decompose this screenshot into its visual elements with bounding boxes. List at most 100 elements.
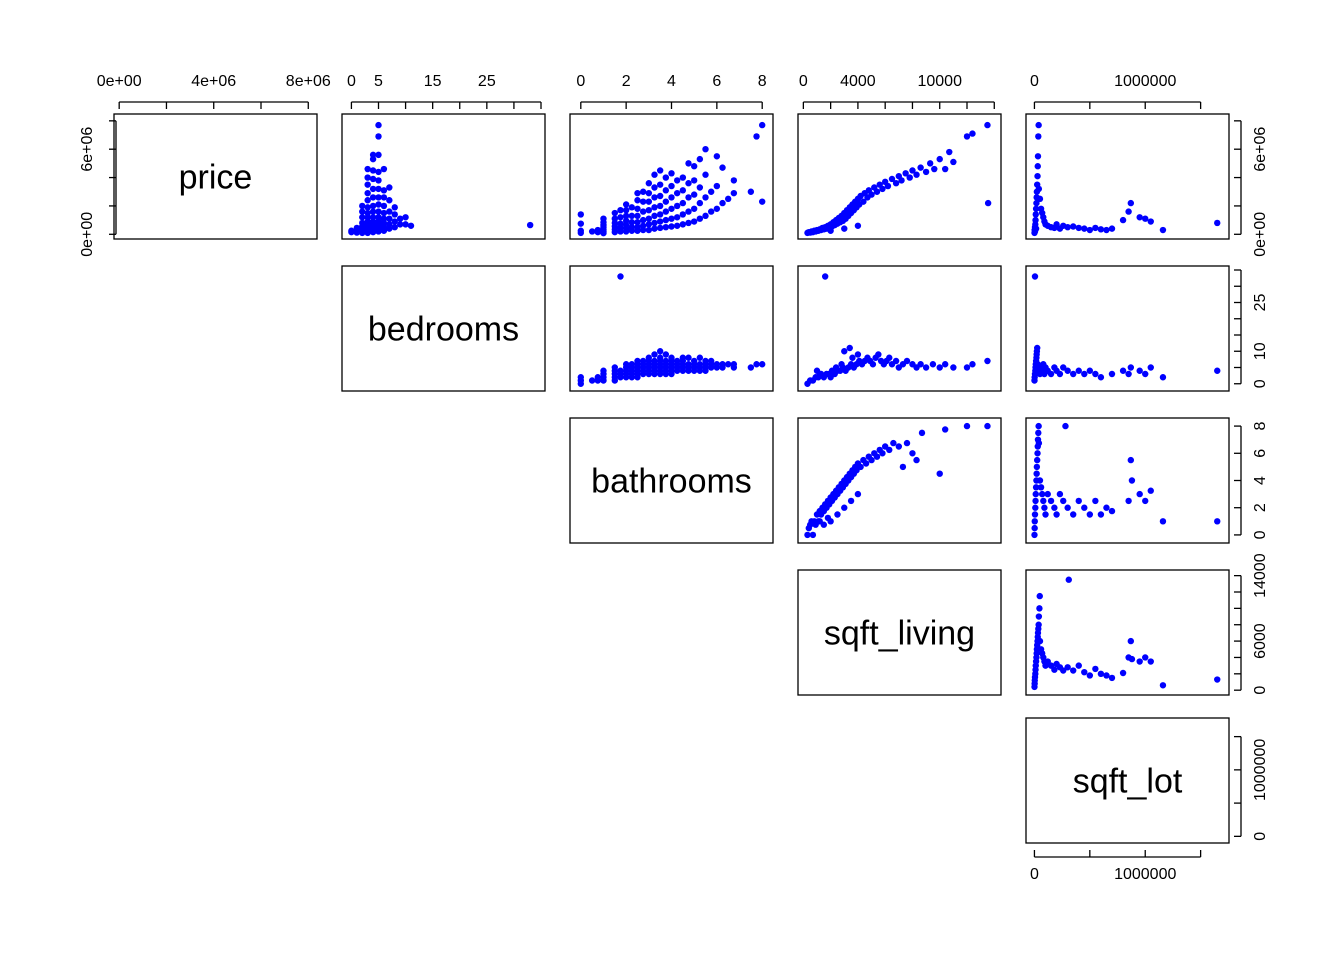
scatter-point	[1097, 511, 1105, 518]
scatter-point	[375, 208, 382, 215]
scatter-point	[1060, 364, 1067, 371]
scatter-point	[577, 227, 585, 234]
scatter-point	[1031, 524, 1038, 532]
panel-frame-price-price	[113, 113, 318, 240]
scatter-point	[879, 185, 886, 193]
scatter-point	[984, 199, 992, 207]
scatter-point	[651, 171, 658, 178]
scatter-point	[1147, 364, 1154, 371]
top-tick-label: 6	[712, 73, 721, 90]
scatter-point	[922, 168, 930, 176]
scatter-point	[662, 351, 670, 358]
scatter-point	[936, 470, 943, 477]
top-tick-label: 4	[667, 73, 676, 90]
scatter-point	[1070, 223, 1077, 230]
scatter-point	[702, 171, 709, 178]
scatter-point	[909, 450, 916, 457]
scatter-point	[380, 187, 388, 194]
scatter-point	[1127, 199, 1135, 207]
scatter-point	[1033, 463, 1041, 471]
scatter-point	[662, 187, 670, 194]
scatter-point	[917, 361, 924, 368]
scatter-point	[651, 351, 658, 358]
scatter-point	[918, 429, 926, 437]
scatter-panel-bedrooms-vs-bathrooms	[577, 273, 766, 387]
scatter-point	[662, 174, 670, 181]
scatter-point	[645, 215, 653, 222]
panel-frame-price-bedrooms	[341, 113, 546, 240]
panel-frame-price-bathrooms	[569, 113, 774, 240]
scatter-point	[1035, 429, 1042, 437]
scatter-point	[577, 211, 585, 218]
scatter-point	[622, 361, 630, 368]
scatter-point	[380, 194, 388, 201]
scatter-point	[588, 228, 596, 235]
panel-frame-bedrooms-sqft_living	[797, 265, 1002, 392]
scatter-point	[898, 177, 905, 184]
scatter-point	[1159, 518, 1167, 525]
scatter-point	[846, 344, 853, 352]
scatter-point	[634, 212, 641, 220]
scatter-point	[892, 180, 900, 187]
scatter-point	[645, 198, 653, 205]
scatter-point	[1108, 370, 1116, 378]
scatter-point	[1065, 576, 1072, 583]
top-tick-label: 4e+06	[191, 73, 236, 90]
scatter-point	[386, 197, 393, 204]
scatter-point	[1214, 367, 1221, 374]
scatter-point	[1035, 185, 1043, 193]
scatter-point	[628, 224, 636, 231]
right-tick-label: 6	[1252, 449, 1269, 458]
scatter-point	[1125, 370, 1132, 378]
scatter-point	[645, 180, 653, 187]
scatter-point	[1119, 216, 1127, 224]
scatter-point	[526, 221, 534, 229]
scatter-point	[841, 504, 848, 511]
scatter-point	[849, 354, 856, 361]
scatter-point	[1047, 370, 1055, 378]
scatter-point	[890, 439, 897, 447]
scatter-point	[941, 426, 949, 433]
scatter-point	[1034, 163, 1041, 170]
scatter-point	[1032, 211, 1039, 218]
scatter-point	[1053, 511, 1060, 518]
scatter-point	[386, 215, 393, 222]
scatter-point	[719, 199, 726, 207]
scatter-point	[617, 220, 624, 227]
scatter-point	[1032, 490, 1039, 498]
diagonal-label-price: price	[179, 159, 253, 197]
scatter-point	[656, 202, 664, 210]
scatter-point	[391, 218, 398, 225]
top-tick-label: 0	[347, 73, 356, 90]
scatter-point	[873, 188, 881, 195]
scatter-point	[824, 514, 832, 522]
scatter-point	[1147, 218, 1154, 225]
scatter-point	[719, 361, 726, 368]
scatter-point	[941, 165, 949, 173]
scatter-point	[662, 224, 670, 231]
scatter-point	[1081, 668, 1088, 676]
scatter-panel-price-vs-bathrooms	[577, 121, 766, 237]
scatter-point	[1034, 450, 1041, 457]
scatter-point	[1086, 672, 1094, 679]
diagonal-label-sqft_lot: sqft_lot	[1073, 763, 1183, 801]
scatter-point	[1035, 422, 1042, 430]
scatter-point	[903, 357, 911, 365]
scatter-point	[396, 221, 404, 228]
panel-frame-bathrooms-sqft_living	[797, 417, 1002, 544]
scatter-point	[696, 215, 704, 222]
scatter-point	[1042, 511, 1049, 518]
scatter-point	[1032, 504, 1039, 511]
scatter-point	[730, 189, 738, 197]
scatter-point	[634, 197, 641, 204]
scatter-point	[402, 214, 409, 221]
scatter-point	[963, 422, 971, 430]
scatter-point	[1064, 224, 1071, 231]
scatter-point	[380, 215, 388, 222]
scatter-point	[1051, 504, 1058, 511]
scatter-point	[821, 273, 829, 280]
scatter-point	[1159, 374, 1167, 381]
scatter-point	[854, 490, 862, 498]
scatter-point	[1035, 133, 1042, 140]
